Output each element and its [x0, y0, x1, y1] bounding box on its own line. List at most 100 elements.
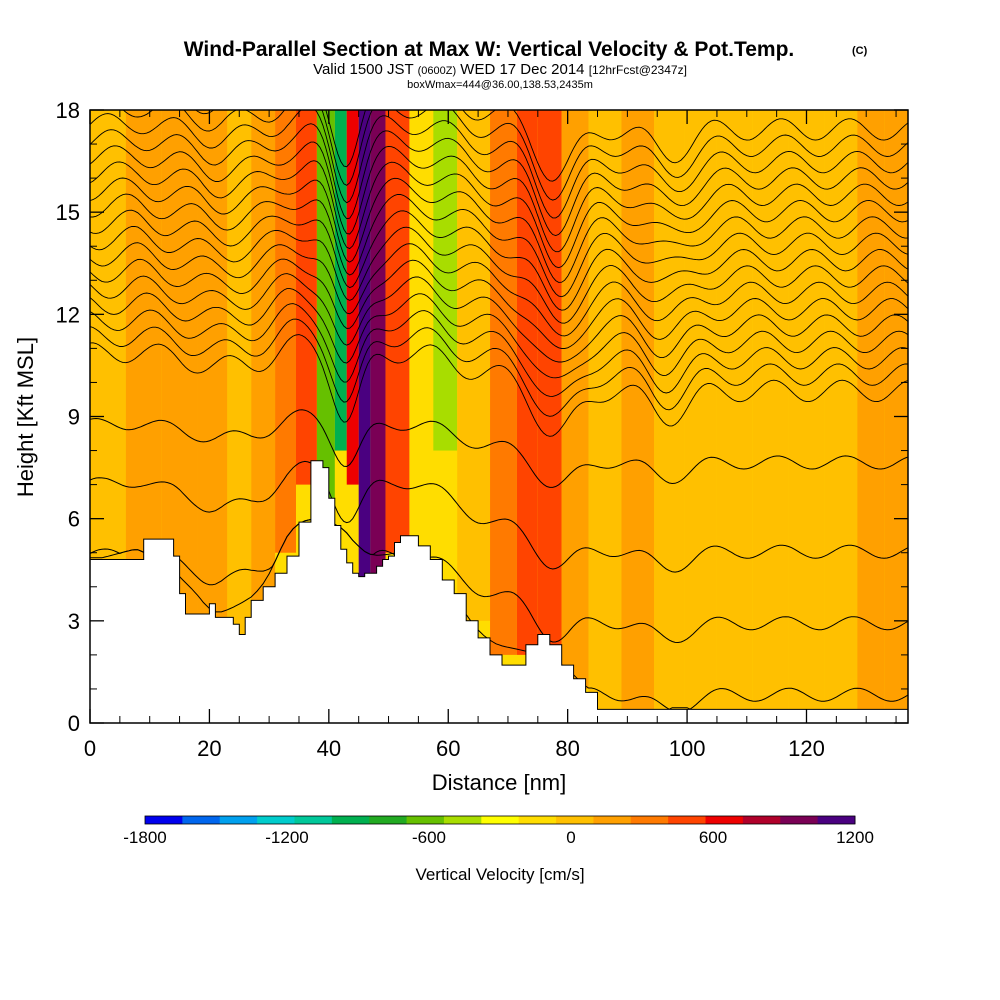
subtitle-date: WED 17 Dec 2014 [456, 61, 589, 78]
colorbar-swatch [556, 816, 594, 824]
colorbar-title: Vertical Velocity [cm/s] [415, 865, 584, 884]
axis-ticks: 0 20 40 60 80 100 120 0 3 6 9 12 15 18 [56, 98, 908, 761]
colorbar-tick-label: 600 [699, 828, 727, 847]
theta-contour [90, 110, 908, 219]
w-band [370, 110, 386, 587]
w-band [295, 110, 317, 485]
colorbar-swatch [705, 816, 744, 824]
theta-contour [90, 209, 908, 311]
colorbar-swatch [145, 816, 183, 824]
colorbar-swatch [742, 816, 781, 824]
y-tick-label: 9 [68, 405, 80, 430]
theta-contour [90, 273, 908, 363]
w-band [251, 110, 276, 621]
w-band [537, 110, 562, 655]
theta-contour [90, 242, 908, 337]
w-band [857, 110, 885, 723]
w-band [490, 110, 517, 655]
theta-contour [90, 318, 908, 417]
colorbar-swatch [369, 816, 408, 824]
w-band [161, 110, 198, 621]
w-band [824, 110, 858, 723]
subtitle-z: (0600Z) [418, 65, 457, 77]
theta-contour [90, 460, 908, 573]
colorbar-swatch [481, 816, 520, 824]
y-tick-label: 15 [56, 200, 80, 225]
subtitle-valid: Valid 1500 JST [313, 61, 418, 78]
w-band [275, 110, 296, 553]
theta-contour [90, 141, 908, 253]
colorbar-swatch [593, 816, 632, 824]
x-tick-label: 120 [788, 736, 825, 761]
w-band [684, 110, 717, 723]
x-tick-label: 80 [555, 736, 579, 761]
w-band [334, 110, 347, 451]
y-axis-title: Height [Kft MSL] [13, 337, 38, 497]
w-band [588, 110, 622, 723]
w-band [621, 110, 655, 723]
theta-contour [90, 409, 908, 488]
colorbar-swatch [443, 816, 482, 824]
colorbar-swatch [331, 816, 370, 824]
w-band [346, 110, 359, 485]
chart-title: Wind-Parallel Section at Max W: Vertical… [184, 38, 795, 61]
theta-contour [122, 110, 908, 201]
colorbar-swatch [817, 816, 856, 824]
terrain [90, 460, 908, 723]
colorbar-swatch [219, 816, 258, 824]
x-tick-label: 40 [317, 736, 341, 761]
w-band [409, 110, 434, 553]
theta-contour [90, 225, 908, 324]
colorbar-swatch [668, 816, 707, 824]
theta-contour [90, 177, 908, 283]
colorbar-swatch [630, 816, 669, 824]
theta-contour [90, 258, 908, 349]
y-tick-label: 6 [68, 507, 80, 532]
theta-contour [90, 334, 908, 437]
y-tick-label: 12 [56, 302, 80, 327]
x-tick-label: 0 [84, 736, 96, 761]
colorbar-swatch [780, 816, 819, 824]
w-band [385, 110, 410, 553]
theta-contour [90, 160, 908, 269]
theta-contour [90, 288, 908, 379]
colorbar-swatch [406, 816, 445, 824]
subtitle-fcst: [12hrFcst@2347z] [589, 63, 687, 77]
colorbar-swatch [518, 816, 557, 824]
w-band [433, 110, 458, 451]
x-tick-label: 20 [197, 736, 221, 761]
theta-contour [90, 519, 908, 644]
w-band [752, 110, 789, 723]
chart-title-mark: (C) [852, 45, 868, 57]
theta-contour [195, 110, 908, 182]
colorbar-swatch [257, 816, 295, 824]
colorbar-tick-label: 0 [566, 828, 575, 847]
terrain-profile [90, 460, 908, 723]
theta-contour [90, 193, 908, 298]
colorbar-tick-label: -600 [412, 828, 446, 847]
colorbar-tick-label: 1200 [836, 828, 874, 847]
theta-contour [90, 123, 908, 236]
w-band [716, 110, 753, 723]
colorbar: -1800 -1200 -600 0 600 1200 [123, 815, 874, 847]
x-tick-label: 60 [436, 736, 460, 761]
w-band [227, 110, 252, 655]
chart-subtitle-box: boxWmax=444@36.00,138.53,2435m [407, 79, 593, 91]
plot-area: 0 20 40 60 80 100 120 0 3 6 9 12 15 18 [56, 98, 909, 761]
y-tick-label: 0 [68, 711, 80, 736]
x-axis-title: Distance [nm] [432, 770, 567, 795]
w-band [457, 110, 491, 621]
colorbar-frame [144, 815, 856, 825]
theta-contour [90, 303, 908, 397]
w-band [516, 110, 538, 655]
w-band [561, 110, 589, 689]
theta-contour [90, 519, 908, 710]
colorbar-tick-label: -1800 [123, 828, 166, 847]
y-tick-label: 18 [56, 98, 80, 123]
chart-subtitle: Valid 1500 JST (0600Z) WED 17 Dec 2014 [… [313, 61, 687, 78]
y-tick-label: 3 [68, 609, 80, 634]
colorbar-swatch [182, 816, 221, 824]
colorbar-swatch [294, 816, 333, 824]
colorbar-tick-label: -1200 [265, 828, 308, 847]
